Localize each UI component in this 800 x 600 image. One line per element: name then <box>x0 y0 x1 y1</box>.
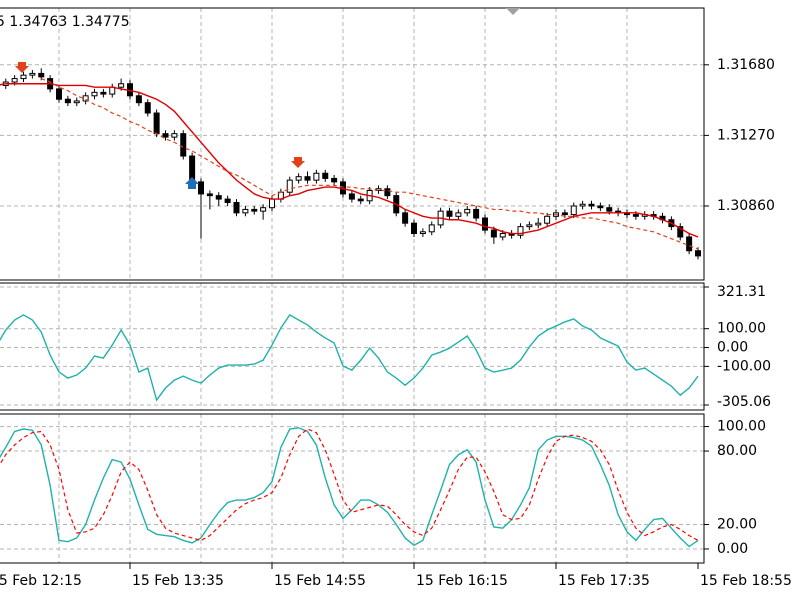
x-tick-label: 15 Feb 12:15 <box>0 573 82 589</box>
candle-body <box>535 222 542 226</box>
buy-arrow <box>185 177 199 189</box>
y-tick-label: 100.00 <box>717 321 766 337</box>
candle-body <box>153 112 160 135</box>
y-tick-label: 80.00 <box>717 443 757 459</box>
candle-body <box>260 207 267 212</box>
grid-layer <box>0 8 704 563</box>
candle-body <box>428 224 435 233</box>
candle-body <box>91 91 98 97</box>
candle-body <box>180 133 187 157</box>
candle-body <box>588 203 595 207</box>
candle-body <box>242 208 249 214</box>
indicator-line <box>0 314 699 402</box>
candle-body <box>677 226 684 238</box>
candle-body <box>224 198 231 204</box>
candle-body <box>464 208 471 214</box>
x-tick-label: 15 Feb 14:55 <box>274 573 366 589</box>
candle-body <box>606 207 613 212</box>
candle-body <box>517 226 524 236</box>
candle-body <box>402 212 409 224</box>
candle-body <box>499 233 506 238</box>
candle-body <box>11 78 18 83</box>
candle-body <box>419 231 426 235</box>
y-tick-label: 100.00 <box>717 419 766 435</box>
y-tick-label: 1.30860 <box>717 198 775 214</box>
axis-layer: 1.31680 1.31270 1.30860 321.31 100.00 0.00 -10… <box>0 57 792 589</box>
x-tick-label: 15 Feb 17:35 <box>558 573 650 589</box>
candle-body <box>135 95 142 104</box>
indicator-line <box>41 78 699 250</box>
sell-arrow <box>15 62 29 73</box>
candle-body <box>118 83 125 88</box>
candle-body <box>348 193 355 200</box>
chart-title: 5 1.34763 1.34775 <box>0 14 130 30</box>
candle-body <box>251 208 258 212</box>
candle-body <box>20 74 27 80</box>
candle-body <box>561 212 568 216</box>
x-tick-label: 15 Feb 18:55 <box>700 573 792 589</box>
indicator-line <box>0 83 699 238</box>
candle-body <box>455 212 462 217</box>
candle-body <box>100 91 107 95</box>
candle-body <box>295 176 302 181</box>
candle-body <box>490 229 497 238</box>
candle-body <box>544 215 551 224</box>
candle-body <box>322 172 329 179</box>
candle-body <box>570 205 577 216</box>
candle-body <box>64 98 71 104</box>
candle-body <box>269 198 275 209</box>
indicator-line <box>0 427 699 548</box>
y-tick-label: 0.00 <box>717 340 748 356</box>
candle-body <box>473 208 480 219</box>
x-tick-label: 15 Feb 13:35 <box>132 573 224 589</box>
y-tick-label: 1.31270 <box>717 127 775 143</box>
candle-body <box>632 214 639 217</box>
candle-body <box>198 181 204 195</box>
y-tick-label: -305.06 <box>717 394 771 410</box>
candle-body <box>73 100 80 104</box>
candle-body <box>579 203 586 207</box>
candle-body <box>162 133 169 138</box>
cci-panel-frame <box>0 282 705 411</box>
candle-body <box>482 217 488 231</box>
candle-body <box>384 188 391 197</box>
candle-body <box>206 193 213 197</box>
candle-body <box>286 179 293 193</box>
candle-body <box>313 172 320 181</box>
candle-body <box>597 205 604 209</box>
candle-body <box>695 250 701 257</box>
candle-body <box>686 236 693 252</box>
candle-body <box>233 202 240 214</box>
candle-body <box>82 95 89 102</box>
mark-layer <box>0 68 701 548</box>
indicator-line <box>0 428 699 542</box>
y-tick-label: 321.31 <box>717 284 766 300</box>
x-tick-label: 15 Feb 16:15 <box>416 573 508 589</box>
candle-body <box>215 195 222 200</box>
sell-arrow <box>291 157 305 168</box>
shift-marker <box>506 8 520 15</box>
y-tick-label: 20.00 <box>717 517 757 533</box>
candle-body <box>446 210 453 217</box>
candle-body <box>38 72 45 78</box>
candle-body <box>357 198 364 202</box>
y-tick-label: -100.00 <box>717 358 771 374</box>
candle-body <box>171 133 178 138</box>
price-panel-frame <box>0 7 705 281</box>
y-tick-label: 0.00 <box>717 541 748 557</box>
candle-body <box>411 222 417 235</box>
candle-body <box>29 72 36 76</box>
candle-body <box>144 102 151 114</box>
candle-body <box>526 224 533 228</box>
candle-body <box>304 176 311 181</box>
candle-body <box>331 177 338 183</box>
y-tick-label: 1.31680 <box>717 57 775 73</box>
stochastic-panel-frame <box>0 413 705 564</box>
candle-body <box>56 88 62 100</box>
